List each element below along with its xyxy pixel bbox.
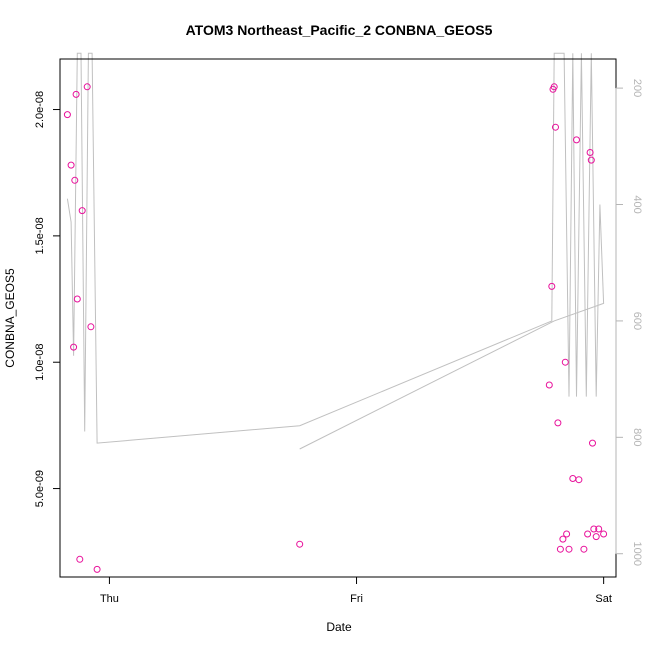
data-point [63, 111, 71, 119]
y2-tick-label: 400 [631, 195, 643, 213]
y-tick-label: 2.0e-08 [34, 91, 46, 128]
x-axis-label: Date [326, 620, 352, 634]
x-axis: Thu Fri Sat [100, 576, 612, 605]
y-tick-label: 5.0e-09 [34, 470, 46, 507]
data-point [586, 149, 594, 156]
data-point [595, 525, 603, 533]
plot-frame [59, 58, 617, 578]
data-point [592, 533, 600, 541]
data-point [590, 525, 598, 533]
data-point [296, 540, 304, 548]
y2-tick-label: 600 [631, 312, 643, 330]
x-tick-label: Sat [595, 593, 612, 605]
data-point [71, 176, 79, 184]
y2-tick-label: 1000 [631, 541, 643, 565]
data-point [552, 123, 559, 131]
data-point [600, 530, 608, 538]
data-point [76, 555, 84, 563]
data-point [78, 207, 86, 215]
y2-tick-label: 200 [631, 79, 643, 97]
data-point [67, 161, 75, 169]
data-point [72, 90, 80, 98]
data-point [93, 565, 101, 573]
data-point [573, 136, 580, 144]
data-point [556, 545, 564, 553]
data-point [83, 83, 91, 91]
data-point [569, 475, 577, 482]
data-point [548, 282, 556, 290]
data-point [584, 530, 592, 538]
y-tick-label: 1.0e-08 [34, 344, 46, 381]
y2-axis: 200 400 600 800 1000 [615, 79, 643, 566]
plot-area [63, 52, 608, 573]
data-point [559, 535, 567, 543]
data-point [589, 439, 596, 447]
data-point [575, 476, 583, 484]
chart-title: ATOM3 Northeast_Pacific_2 CONBNA_GEOS5 [186, 22, 493, 38]
data-point [550, 83, 558, 91]
data-point [563, 530, 571, 538]
y2-tick-label: 800 [631, 428, 643, 446]
data-point [70, 343, 78, 351]
data-point [580, 545, 588, 553]
y-axis-label: CONBNA_GEOS5 [3, 268, 17, 368]
y-tick-label: 1.5e-08 [34, 217, 46, 254]
data-point [554, 419, 562, 427]
data-point [87, 323, 95, 331]
data-point [545, 381, 553, 389]
x-tick-label: Fri [350, 593, 363, 605]
x-tick-label: Thu [100, 593, 119, 605]
data-point [73, 295, 81, 303]
y-axis: 5.0e-09 1.0e-08 1.5e-08 2.0e-08 [34, 91, 61, 507]
data-point [561, 358, 569, 366]
data-point [587, 156, 595, 164]
pressure-line [66, 52, 605, 450]
data-point [565, 545, 573, 553]
